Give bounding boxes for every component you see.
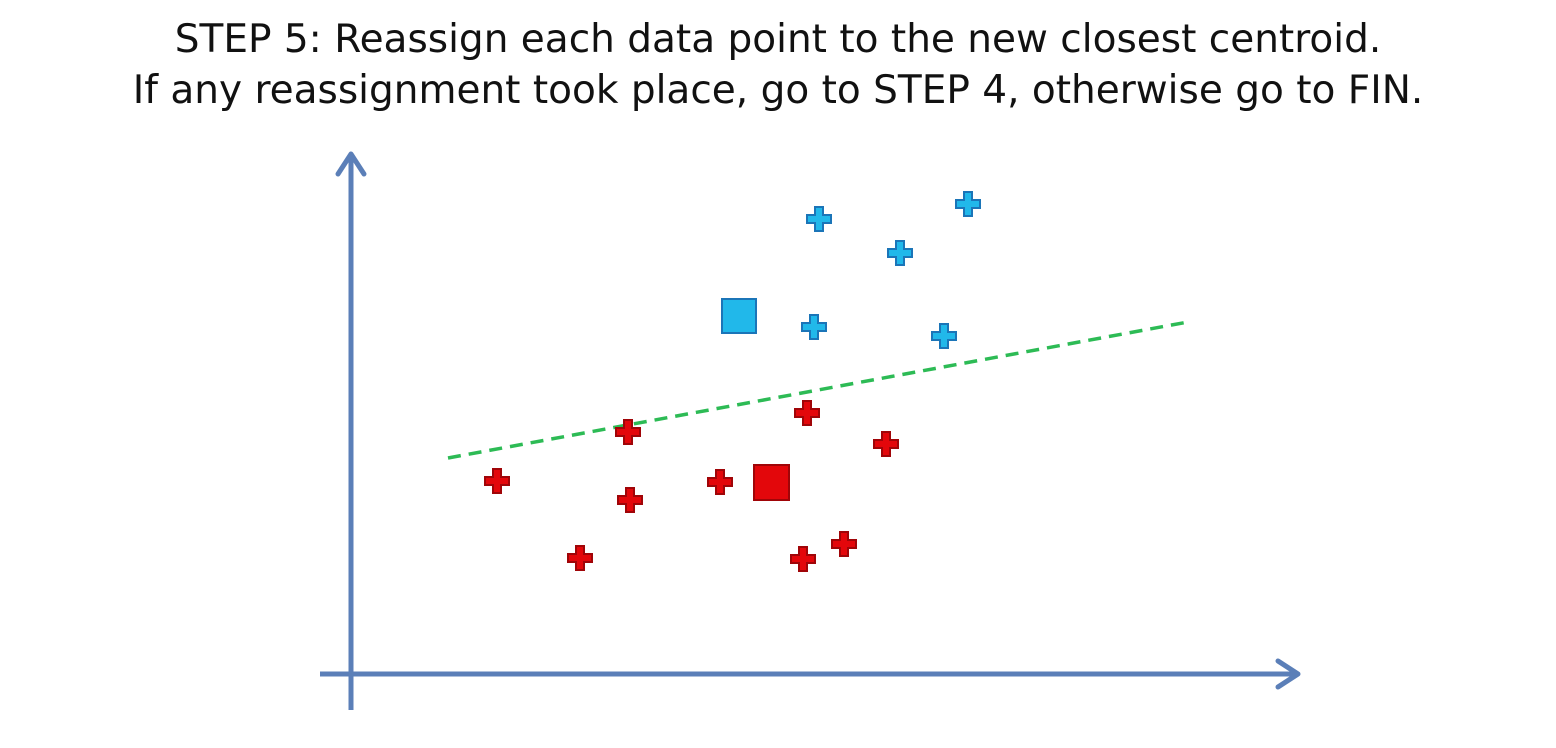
blue-point-marker — [887, 240, 913, 266]
blue-point-marker — [801, 314, 827, 340]
slide-title: STEP 5: Reassign each data point to the … — [0, 14, 1556, 116]
blue-cluster-points — [801, 191, 981, 349]
red-point-marker — [790, 546, 816, 572]
red-point-marker — [484, 468, 510, 494]
axes — [320, 151, 1301, 710]
red-point-marker — [873, 431, 899, 457]
blue-point-marker — [931, 323, 957, 349]
decision-boundary-line — [447, 320, 1189, 460]
red-point-marker — [707, 469, 733, 495]
blue-point-marker — [806, 206, 832, 232]
title-line-1: STEP 5: Reassign each data point to the … — [174, 17, 1382, 62]
x-axis-arrowhead — [1275, 658, 1301, 690]
blue-centroid-marker — [721, 298, 757, 334]
red-cluster-points — [484, 400, 899, 572]
y-axis-arrowhead — [335, 151, 367, 177]
red-point-marker — [794, 400, 820, 426]
blue-point-marker — [955, 191, 981, 217]
red-point-marker — [615, 419, 641, 445]
red-point-marker — [617, 487, 643, 513]
red-point-marker — [831, 531, 857, 557]
red-point-marker — [567, 545, 593, 571]
title-line-2: If any reassignment took place, go to ST… — [132, 68, 1424, 113]
red-centroid-marker — [753, 464, 790, 501]
